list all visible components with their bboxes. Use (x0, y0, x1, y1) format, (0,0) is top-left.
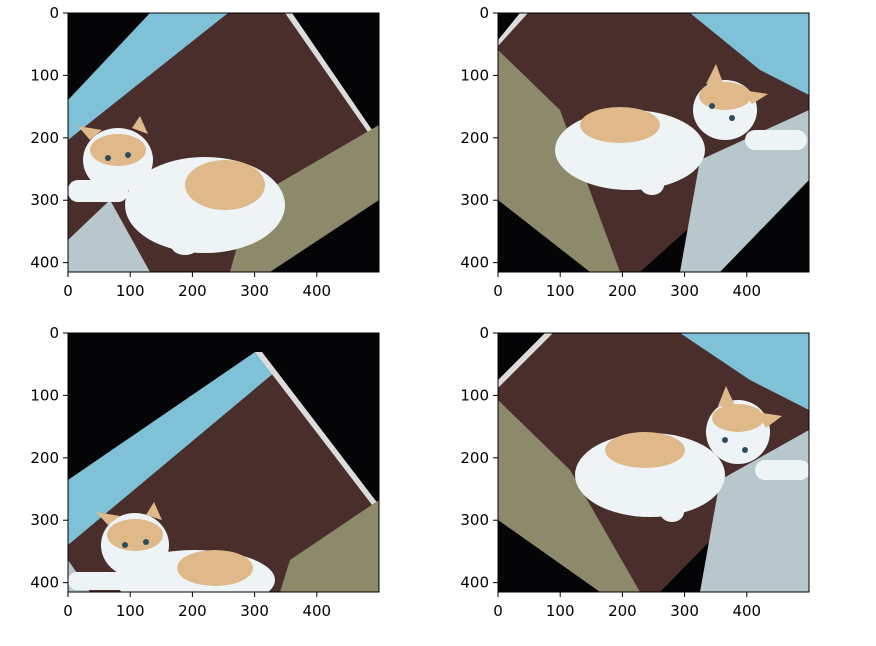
panel-bottom-left-x-tick-label: 200 (178, 602, 207, 620)
panel-bottom-left-y-axis: 0 100 200 300 400 (30, 324, 68, 592)
panel-bottom-right-y-tick-label: 200 (460, 449, 489, 467)
panel-top-left-y-axis: 0 100 200 300 400 (30, 4, 68, 272)
panel-top-left-x-axis: 0 100 200 300 400 (63, 272, 331, 300)
panel-bottom-left-y-tick-label: 400 (30, 574, 59, 592)
panel-bottom-right-x-tick-label: 0 (493, 602, 503, 620)
panel-bottom-left: 0 100 200 300 400 0 100 200 300 400 (30, 324, 380, 620)
panel-top-left-x-tick-label: 100 (116, 282, 145, 300)
panel-top-left-image (68, 13, 379, 272)
panel-top-right-x-tick-label: 100 (546, 282, 575, 300)
panel-top-right-x-tick-label: 400 (732, 282, 761, 300)
panel-bottom-right-frame (497, 332, 810, 593)
panel-bottom-right-y-tick-label: 100 (460, 386, 489, 404)
panel-bottom-left-y-tick-label: 100 (30, 386, 59, 404)
panel-top-right-y-tick-label: 300 (460, 191, 489, 209)
panel-top-right-y-tick-label: 100 (460, 66, 489, 84)
panel-top-right-x-tick-label: 0 (493, 282, 503, 300)
panel-top-left-x-tick-label: 0 (63, 282, 73, 300)
panel-bottom-left-x-tick-label: 400 (302, 602, 331, 620)
panel-bottom-right-x-tick-label: 400 (732, 602, 761, 620)
panel-top-right-y-axis: 0 100 200 300 400 (460, 4, 498, 272)
panel-top-right-image (498, 13, 809, 272)
panel-top-left-y-tick-label: 300 (30, 191, 59, 209)
panel-top-left-y-tick-label: 0 (49, 4, 59, 22)
panel-bottom-right: 0 100 200 300 400 0 100 200 300 400 (460, 324, 810, 620)
panel-bottom-right-x-tick-label: 100 (546, 602, 575, 620)
panel-top-left-y-tick-label: 100 (30, 66, 59, 84)
panel-top-left-y-tick-label: 400 (30, 254, 59, 272)
panel-top-right-y-tick-label: 400 (460, 254, 489, 272)
panel-top-right-x-axis: 0 100 200 300 400 (493, 272, 761, 300)
panel-bottom-right-y-tick-label: 400 (460, 574, 489, 592)
panel-bottom-left-x-tick-label: 0 (63, 602, 73, 620)
panel-bottom-left-y-tick-label: 200 (30, 449, 59, 467)
panel-bottom-left-x-tick-label: 300 (240, 602, 269, 620)
panel-top-left-x-tick-label: 300 (240, 282, 269, 300)
panel-bottom-right-y-tick-label: 0 (479, 324, 489, 342)
panel-bottom-left-y-tick-label: 300 (30, 511, 59, 529)
panel-bottom-left-frame (67, 332, 380, 593)
panel-bottom-left-y-tick-label: 0 (49, 324, 59, 342)
panel-top-right-x-tick-label: 300 (670, 282, 699, 300)
panel-top-right: 0 100 200 300 400 0 100 200 300 400 (460, 4, 810, 300)
panel-top-right-x-tick-label: 200 (608, 282, 637, 300)
panel-top-left-y-tick-label: 200 (30, 129, 59, 147)
panel-bottom-left-x-tick-label: 100 (116, 602, 145, 620)
panel-top-left-x-tick-label: 400 (302, 282, 331, 300)
panel-bottom-right-y-axis: 0 100 200 300 400 (460, 324, 498, 592)
panel-top-right-frame (497, 12, 810, 273)
panel-bottom-right-x-axis: 0 100 200 300 400 (493, 592, 761, 620)
panel-bottom-right-y-tick-label: 300 (460, 511, 489, 529)
panel-bottom-right-image (498, 333, 809, 592)
panel-bottom-left-x-axis: 0 100 200 300 400 (63, 592, 331, 620)
panel-top-left-frame (67, 12, 380, 273)
panel-top-right-y-tick-label: 200 (460, 129, 489, 147)
panel-bottom-left-image (68, 333, 379, 592)
panel-bottom-right-x-tick-label: 200 (608, 602, 637, 620)
panel-top-right-y-tick-label: 0 (479, 4, 489, 22)
panel-top-left: 0 100 200 300 400 0 100 200 300 400 (30, 4, 380, 300)
panel-top-left-x-tick-label: 200 (178, 282, 207, 300)
panel-bottom-right-x-tick-label: 300 (670, 602, 699, 620)
